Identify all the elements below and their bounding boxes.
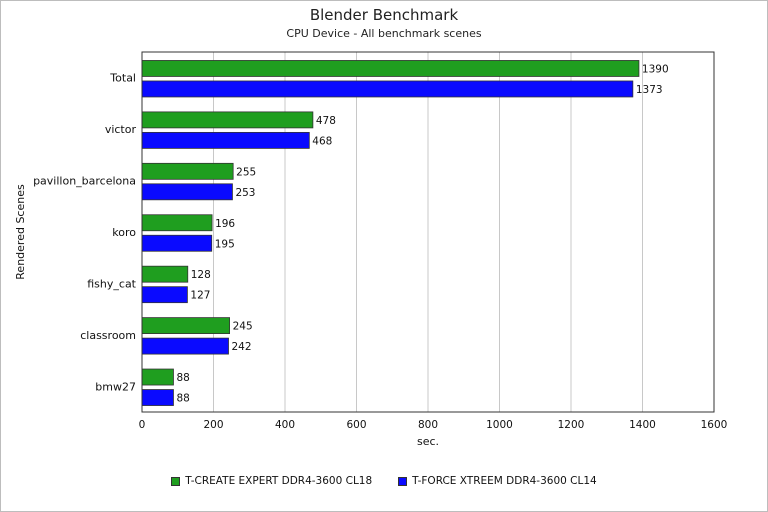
bar-series-2: [141, 286, 188, 304]
category-label: classroom: [80, 329, 136, 342]
legend: T-CREATE EXPERT DDR4-3600 CL18 T-FORCE X…: [0, 475, 768, 487]
legend-label-series-2: T-FORCE XTREEM DDR4-3600 CL14: [412, 475, 597, 487]
chart-title: Blender Benchmark: [309, 6, 459, 24]
x-tick-label: 600: [346, 419, 366, 431]
x-tick-label: 0: [139, 419, 146, 431]
x-tick-label: 1400: [629, 419, 656, 431]
data-label: 245: [233, 321, 253, 333]
x-axis-label: sec.: [417, 435, 439, 448]
data-label: 1390: [642, 63, 669, 75]
data-label: 478: [316, 115, 336, 127]
legend-item-series-2: T-FORCE XTREEM DDR4-3600 CL14: [398, 475, 597, 487]
bar-series-1: [141, 162, 234, 180]
x-tick-label: 400: [275, 419, 295, 431]
category-label: koro: [112, 226, 136, 239]
x-tick-label: 200: [203, 419, 223, 431]
bar-series-2: [141, 183, 233, 201]
data-label: 88: [176, 393, 189, 405]
bar-series-2: [141, 131, 310, 149]
bar-series-1: [141, 111, 314, 129]
legend-item-series-1: T-CREATE EXPERT DDR4-3600 CL18: [171, 475, 372, 487]
data-label: 195: [215, 238, 235, 250]
bar-series-1: [141, 265, 189, 283]
category-label: victor: [105, 123, 137, 136]
category-label: Total: [109, 72, 136, 85]
data-label: 88: [176, 372, 189, 384]
bar-series-2: [141, 234, 213, 252]
data-label: 255: [236, 166, 256, 178]
x-tick-label: 1000: [486, 419, 513, 431]
data-label: 128: [191, 269, 211, 281]
data-label: 196: [215, 218, 235, 230]
bar-series-1: [141, 214, 213, 232]
grid-lines: [213, 52, 643, 412]
bars-group: [141, 60, 640, 406]
bar-series-1: [141, 60, 640, 77]
bar-series-1: [141, 368, 174, 386]
data-label: 1373: [636, 84, 663, 96]
legend-label-series-1: T-CREATE EXPERT DDR4-3600 CL18: [185, 475, 373, 487]
bar-series-2: [141, 389, 174, 406]
category-label: bmw27: [95, 380, 136, 393]
data-label: 468: [312, 135, 332, 147]
legend-swatch-series-2: [398, 476, 408, 486]
x-tick-label: 1600: [701, 419, 728, 431]
x-tick-label: 800: [418, 419, 438, 431]
data-label: 127: [190, 290, 210, 302]
bar-series-2: [141, 337, 229, 355]
bar-series-2: [141, 80, 634, 98]
data-label: 253: [235, 187, 255, 199]
category-label: fishy_cat: [87, 277, 136, 290]
x-tick-label: 1200: [558, 419, 585, 431]
plot-area-border: [141, 51, 715, 413]
x-tick-labels-group: 0 200 400 600 800 1000 1200 1400 1600: [139, 419, 728, 431]
data-label: 242: [232, 341, 252, 353]
data-labels-group: 1390 1373 478 468 255 253 196 195 128 127 245 242 88…: [176, 63, 668, 404]
category-label: pavillon_barcelona: [33, 175, 136, 188]
legend-swatch-series-1: [171, 476, 181, 486]
bar-series-1: [141, 317, 230, 335]
chart-subtitle: CPU Device - All benchmark scenes: [286, 27, 482, 40]
y-axis-label: Rendered Scenes: [14, 184, 27, 280]
